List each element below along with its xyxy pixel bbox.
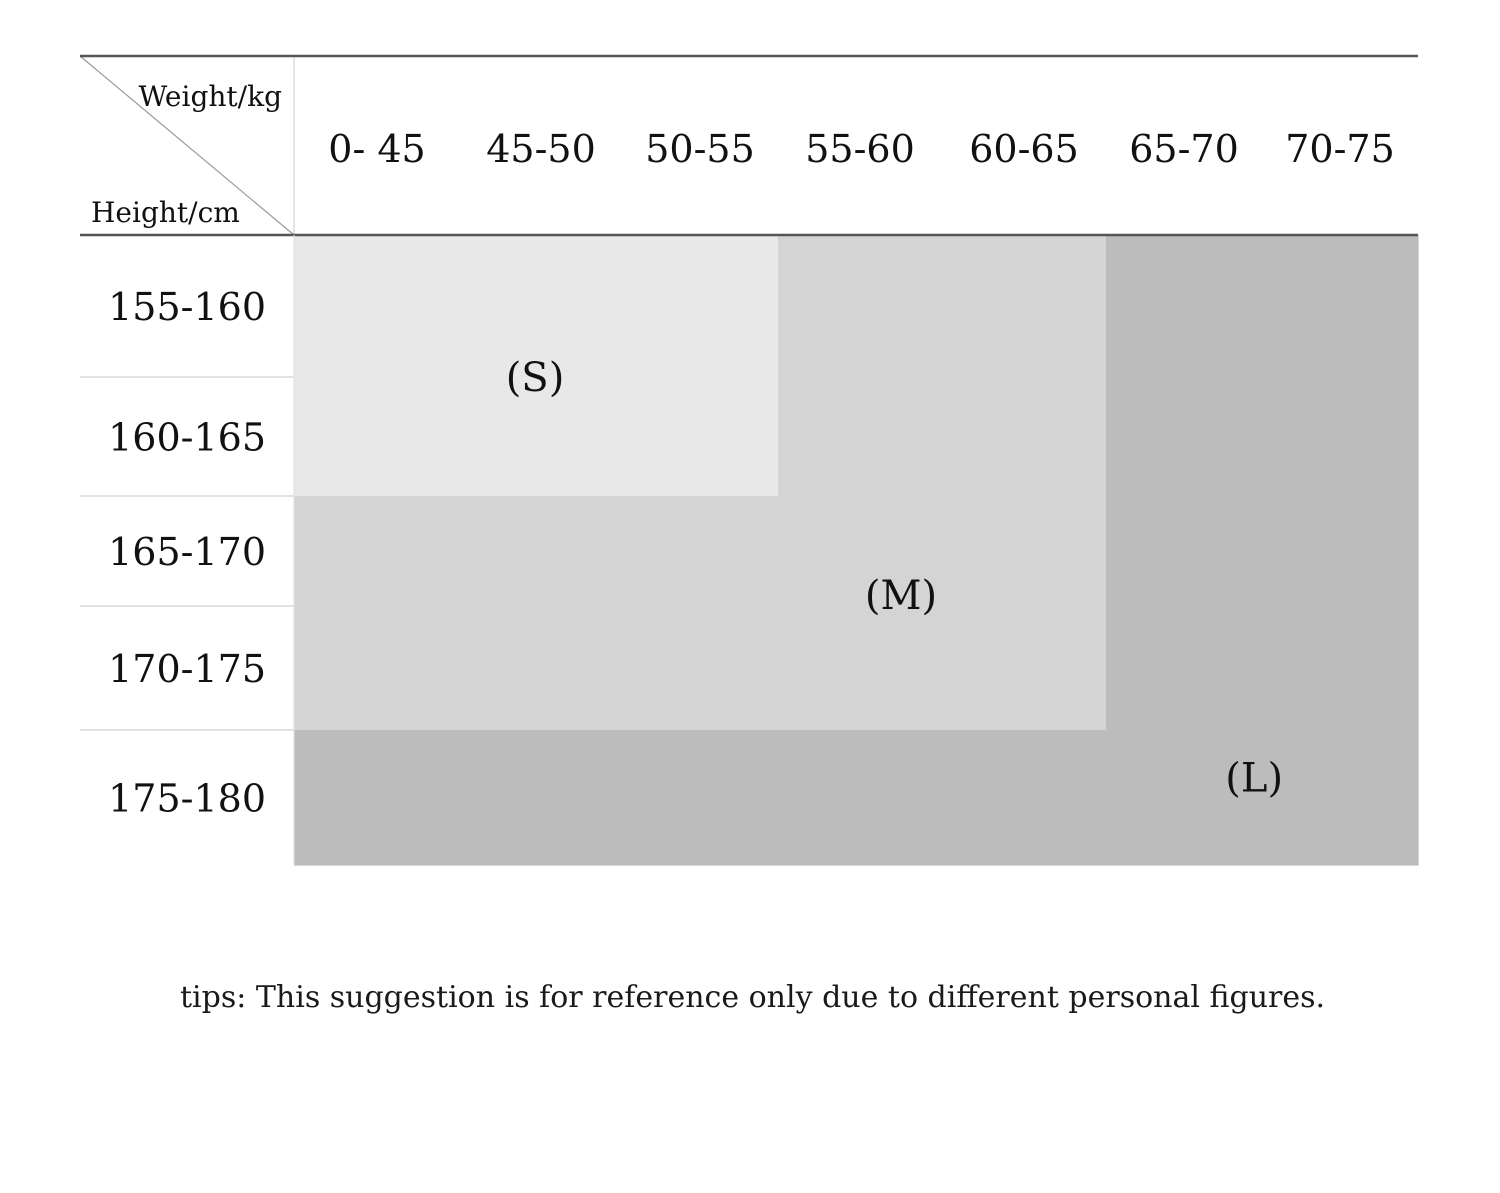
size-cell-m	[460, 606, 623, 731]
height-axis-label: Height/cm	[91, 196, 240, 229]
height-range-labels: 155-160 160-165 165-170 170-175 175-180	[108, 285, 266, 821]
height-range-label: 160-165	[108, 416, 266, 460]
size-cell-m	[294, 606, 461, 731]
weight-range-label: 70-75	[1285, 127, 1395, 171]
size-cell-m	[942, 235, 1107, 378]
size-cell-m	[294, 496, 461, 607]
weight-range-label: 0- 45	[328, 127, 425, 171]
size-cell-s	[294, 235, 461, 378]
size-cell-l	[778, 730, 943, 866]
size-cell-m	[778, 377, 943, 497]
size-chart: Weight/kg Height/cm 0- 45 45-50 50-55 55-60…	[79, 54, 1419, 866]
size-cell-m	[942, 606, 1107, 731]
weight-range-label: 65-70	[1129, 127, 1239, 171]
size-cell-s	[622, 235, 779, 378]
size-label-s: (S)	[506, 355, 565, 401]
size-label-l: (L)	[1225, 755, 1283, 801]
size-cell-l	[1262, 235, 1419, 378]
weight-range-labels: 0- 45 45-50 50-55 55-60 60-65 65-70 70-75	[328, 127, 1395, 171]
size-cell-l	[1106, 235, 1263, 378]
size-cell-l	[460, 730, 623, 866]
size-cell-l	[1106, 606, 1263, 731]
corner-diagonal	[79, 55, 295, 236]
size-cell-m	[622, 606, 779, 731]
size-cell-l	[294, 730, 461, 866]
size-cell-m	[778, 606, 943, 731]
tips-note: tips: This suggestion is for reference o…	[180, 980, 1326, 1015]
size-cell-l	[942, 730, 1107, 866]
size-cell-l	[622, 730, 779, 866]
size-cell-l	[1106, 496, 1263, 607]
size-label-m: (M)	[865, 573, 937, 619]
weight-range-label: 45-50	[486, 127, 596, 171]
size-cell-s	[622, 377, 779, 497]
height-range-label: 175-180	[108, 777, 266, 821]
weight-range-label: 50-55	[645, 127, 755, 171]
height-range-label: 170-175	[108, 647, 266, 691]
size-cell-m	[942, 496, 1107, 607]
size-cell-s	[294, 377, 461, 497]
size-cell-l	[1262, 606, 1419, 731]
size-cell-l	[1106, 377, 1263, 497]
size-cell-s	[460, 235, 623, 378]
size-regions	[294, 235, 1419, 866]
size-cell-l	[1262, 377, 1419, 497]
height-range-label: 165-170	[108, 530, 266, 574]
size-cell-m	[778, 496, 943, 607]
weight-range-label: 60-65	[969, 127, 1079, 171]
size-cell-s	[460, 377, 623, 497]
size-cell-l	[1262, 730, 1419, 866]
size-cell-m	[942, 377, 1107, 497]
weight-axis-label: Weight/kg	[138, 80, 282, 113]
size-cell-l	[1106, 730, 1263, 866]
size-labels: (S) (M) (L)	[506, 355, 1283, 801]
grid-lines	[79, 54, 1418, 865]
size-cell-l	[1262, 496, 1419, 607]
weight-range-label: 55-60	[805, 127, 915, 171]
size-cell-m	[778, 235, 943, 378]
height-range-label: 155-160	[108, 285, 266, 329]
size-cell-m	[622, 496, 779, 607]
size-cell-m	[460, 496, 623, 607]
